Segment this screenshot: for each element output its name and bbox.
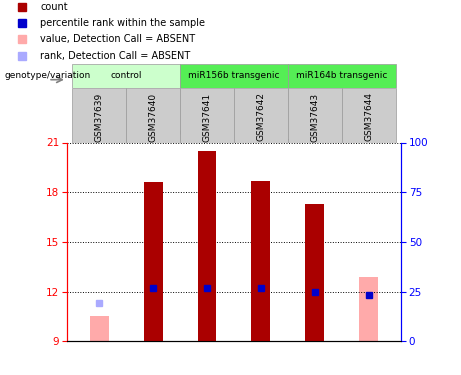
Bar (252, 181, 270, 341)
Bar (288, 64, 396, 88)
Text: percentile rank within the sample: percentile rank within the sample (40, 18, 205, 28)
Bar (126, 88, 180, 142)
Title: GDS2064 / 258367_at: GDS2064 / 258367_at (161, 126, 307, 138)
Bar (342, 88, 396, 142)
Text: rank, Detection Call = ABSENT: rank, Detection Call = ABSENT (40, 51, 190, 62)
Text: count: count (40, 2, 68, 12)
Text: GSM37644: GSM37644 (364, 93, 373, 141)
Bar (359, 277, 378, 341)
Text: GSM37642: GSM37642 (256, 93, 266, 141)
Bar (90, 316, 109, 341)
Text: miR164b transgenic: miR164b transgenic (296, 71, 387, 81)
Text: miR156b transgenic: miR156b transgenic (188, 71, 280, 81)
Bar (180, 64, 288, 88)
Bar (198, 151, 216, 341)
Bar (234, 88, 288, 142)
Bar (305, 204, 324, 341)
Text: genotype/variation: genotype/variation (5, 71, 91, 81)
Text: GSM37643: GSM37643 (310, 93, 319, 142)
Bar (180, 88, 234, 142)
Bar (288, 88, 342, 142)
Bar (72, 64, 180, 88)
Text: value, Detection Call = ABSENT: value, Detection Call = ABSENT (40, 34, 195, 44)
Text: control: control (110, 71, 142, 81)
Text: GSM37639: GSM37639 (95, 93, 104, 142)
Text: GSM37640: GSM37640 (148, 93, 158, 142)
Bar (72, 88, 126, 142)
Text: GSM37641: GSM37641 (202, 93, 212, 142)
Bar (144, 182, 163, 341)
